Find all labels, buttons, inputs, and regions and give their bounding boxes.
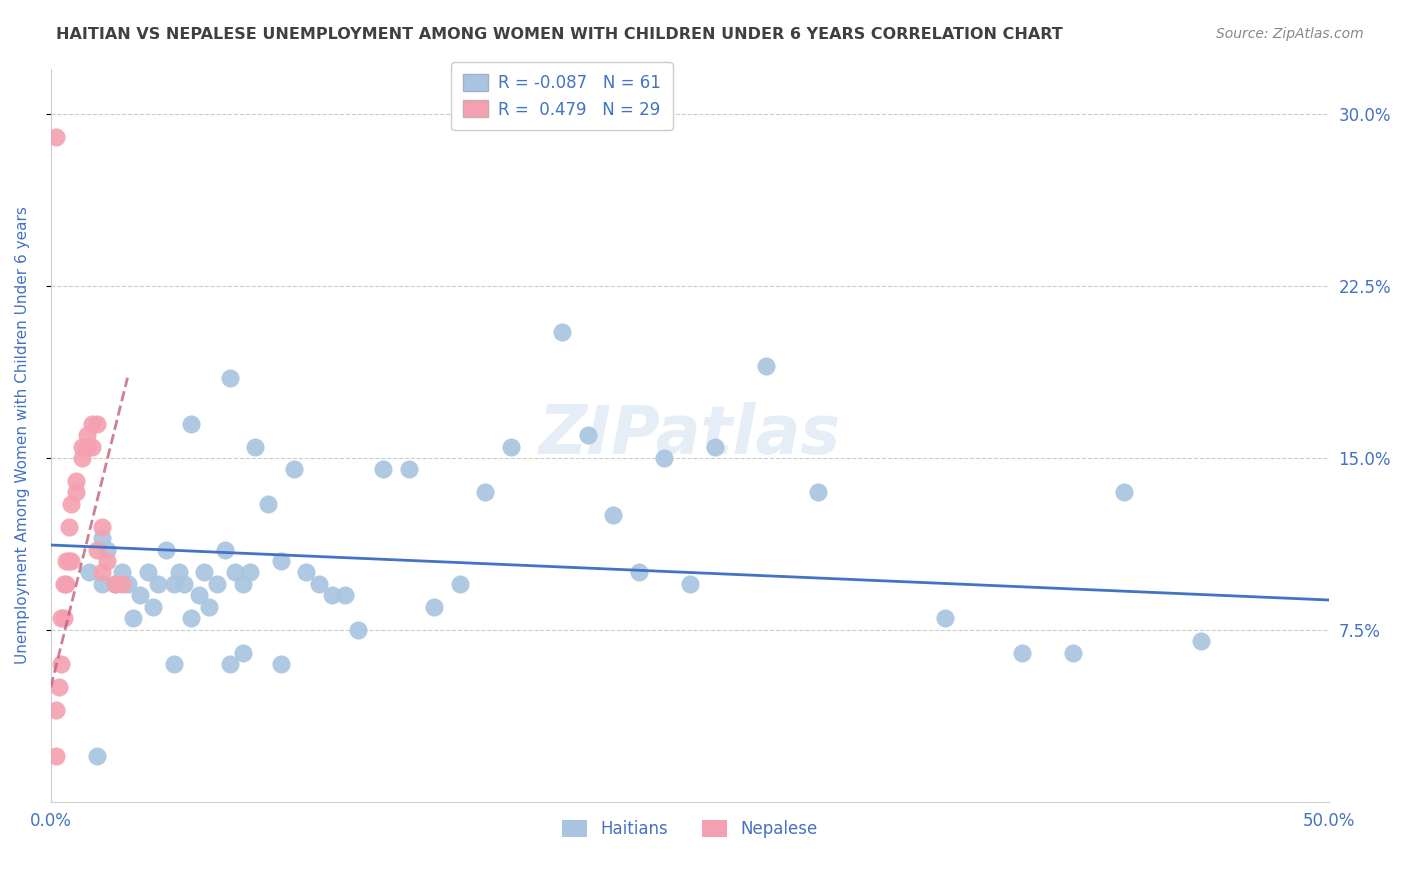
- Point: [218, 371, 240, 385]
- Point: [104, 577, 127, 591]
- Point: [80, 440, 103, 454]
- Point: [58, 554, 80, 568]
- Point: [49, 657, 72, 672]
- Point: [627, 566, 650, 580]
- Point: [60, 554, 83, 568]
- Legend: Haitians, Nepalese: Haitians, Nepalese: [555, 813, 824, 845]
- Point: [602, 508, 624, 523]
- Point: [499, 440, 522, 454]
- Point: [111, 566, 134, 580]
- Point: [91, 519, 114, 533]
- Point: [423, 599, 446, 614]
- Point: [162, 577, 184, 591]
- Point: [86, 417, 108, 431]
- Point: [180, 611, 202, 625]
- Point: [308, 577, 330, 591]
- Point: [806, 485, 828, 500]
- Point: [80, 417, 103, 431]
- Point: [218, 657, 240, 672]
- Point: [86, 542, 108, 557]
- Point: [257, 497, 280, 511]
- Point: [60, 497, 83, 511]
- Point: [321, 588, 343, 602]
- Point: [49, 611, 72, 625]
- Text: Source: ZipAtlas.com: Source: ZipAtlas.com: [1216, 27, 1364, 41]
- Point: [162, 657, 184, 672]
- Point: [180, 417, 202, 431]
- Point: [398, 462, 420, 476]
- Point: [704, 440, 727, 454]
- Point: [1062, 646, 1084, 660]
- Point: [45, 130, 67, 145]
- Point: [91, 566, 114, 580]
- Point: [91, 531, 114, 545]
- Point: [76, 428, 98, 442]
- Point: [70, 450, 93, 465]
- Point: [142, 599, 165, 614]
- Point: [198, 599, 221, 614]
- Point: [173, 577, 195, 591]
- Point: [55, 554, 77, 568]
- Point: [205, 577, 228, 591]
- Point: [55, 577, 77, 591]
- Point: [214, 542, 236, 557]
- Point: [52, 577, 75, 591]
- Point: [449, 577, 471, 591]
- Y-axis label: Unemployment Among Women with Children Under 6 years: Unemployment Among Women with Children U…: [15, 206, 30, 664]
- Point: [45, 748, 67, 763]
- Point: [934, 611, 956, 625]
- Point: [65, 474, 87, 488]
- Point: [576, 428, 599, 442]
- Point: [136, 566, 159, 580]
- Point: [65, 485, 87, 500]
- Point: [1011, 646, 1033, 660]
- Point: [76, 440, 98, 454]
- Point: [188, 588, 211, 602]
- Point: [193, 566, 215, 580]
- Point: [283, 462, 305, 476]
- Point: [86, 748, 108, 763]
- Point: [96, 554, 118, 568]
- Point: [58, 519, 80, 533]
- Point: [245, 440, 267, 454]
- Point: [295, 566, 318, 580]
- Point: [474, 485, 496, 500]
- Point: [333, 588, 356, 602]
- Text: ZIPatlas: ZIPatlas: [538, 402, 841, 468]
- Point: [91, 577, 114, 591]
- Point: [121, 611, 143, 625]
- Point: [117, 577, 139, 591]
- Point: [96, 542, 118, 557]
- Point: [104, 577, 127, 591]
- Point: [270, 554, 292, 568]
- Point: [679, 577, 702, 591]
- Point: [1189, 634, 1212, 648]
- Point: [346, 623, 368, 637]
- Point: [70, 440, 93, 454]
- Point: [146, 577, 169, 591]
- Point: [231, 577, 253, 591]
- Point: [48, 680, 70, 694]
- Point: [652, 450, 675, 465]
- Point: [129, 588, 152, 602]
- Point: [111, 577, 134, 591]
- Point: [52, 611, 75, 625]
- Point: [551, 325, 574, 339]
- Text: HAITIAN VS NEPALESE UNEMPLOYMENT AMONG WOMEN WITH CHILDREN UNDER 6 YEARS CORRELA: HAITIAN VS NEPALESE UNEMPLOYMENT AMONG W…: [56, 27, 1063, 42]
- Point: [371, 462, 394, 476]
- Point: [155, 542, 177, 557]
- Point: [270, 657, 292, 672]
- Point: [77, 566, 100, 580]
- Point: [239, 566, 262, 580]
- Point: [45, 703, 67, 717]
- Point: [167, 566, 190, 580]
- Point: [1114, 485, 1136, 500]
- Point: [231, 646, 253, 660]
- Point: [224, 566, 246, 580]
- Point: [755, 359, 778, 374]
